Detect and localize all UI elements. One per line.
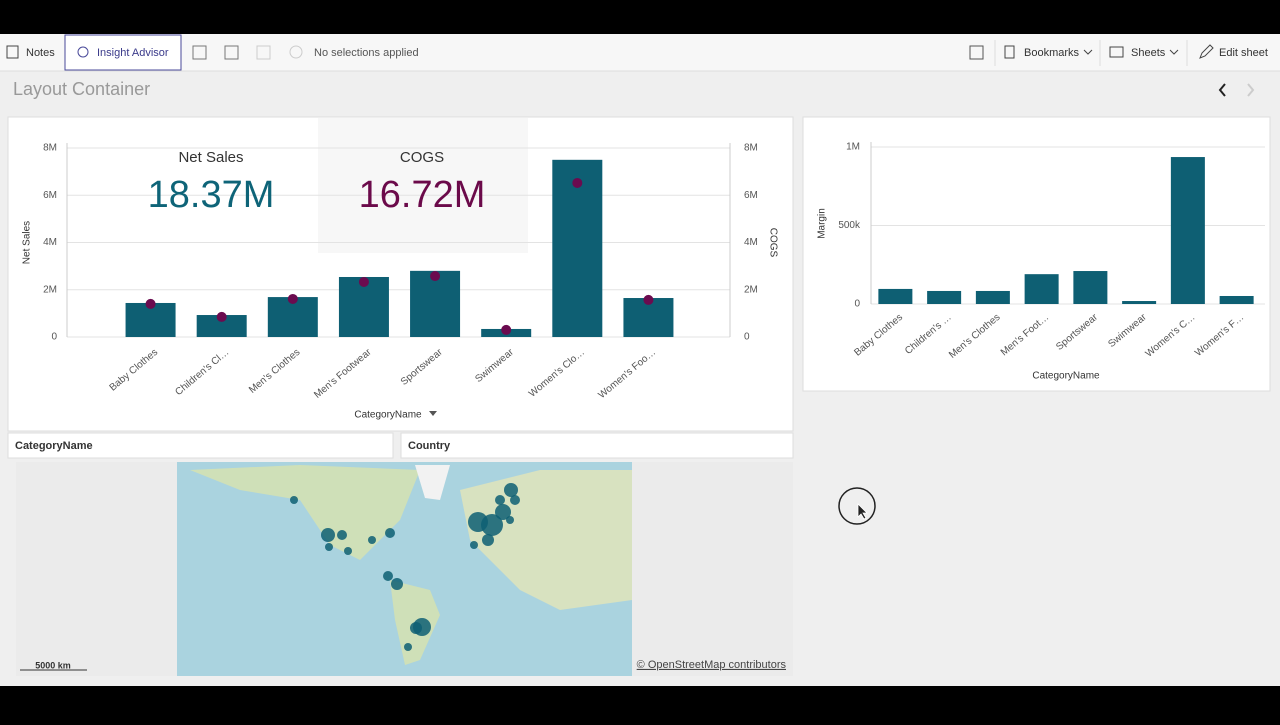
notes-icon[interactable] [6,45,19,59]
bar [410,270,461,337]
filter-pane[interactable] [400,432,794,459]
assets-toggle[interactable] [969,45,984,60]
bar [1073,271,1108,304]
clear-all[interactable] [289,45,303,59]
kpi-label: Net Sales [178,149,243,166]
y2-tick-label: 8M [744,143,758,154]
insight-icon [77,46,89,58]
x-axis-title[interactable]: CategoryName [354,410,422,421]
y2-tick-label: 0 [744,332,750,343]
cursor-highlight [838,487,876,525]
marker [572,177,583,188]
bar [338,276,389,337]
sheets-icon[interactable] [1109,46,1124,58]
dropdown-icon[interactable] [429,411,437,416]
marker [145,298,156,309]
sheet-title: Layout Container [13,79,150,99]
marker [643,294,654,305]
y-axis-title: Net Sales [22,221,33,264]
toolbar [0,34,1280,71]
north-america [190,465,420,560]
y-tick-label: 1M [846,142,860,153]
filter-pane[interactable] [7,432,394,459]
selections-status: No selections applied [314,47,419,59]
bottom-bar [0,686,1280,720]
insight-advisor-button[interactable] [64,34,182,71]
y2-tick-label: 6M [744,190,758,201]
y-tick-label: 4M [43,237,57,248]
map-attribution[interactable]: © OpenStreetMap contributors [637,659,787,671]
y2-tick-label: 4M [744,237,758,248]
step-back[interactable] [256,45,271,60]
marker [287,293,298,304]
bar [1219,295,1254,304]
bookmark-icon[interactable] [1004,45,1015,59]
bar [196,315,247,337]
bar [1170,157,1205,304]
kpi-value: 16.72M [359,174,486,216]
marker [430,271,441,282]
y-tick-label: 6M [43,190,57,201]
y2-tick-label: 2M [744,284,758,295]
kpi-label: COGS [400,149,444,166]
y-tick-label: 8M [43,143,57,154]
y-tick-label: 0 [51,332,57,343]
marker [358,276,369,287]
top-bar [0,0,1280,34]
edit-sheet-button[interactable]: Edit sheet [1219,47,1268,59]
y-tick-label: 2M [43,284,57,295]
previous-sheet[interactable] [1218,83,1226,97]
insight-advisor-label[interactable]: Insight Advisor [97,47,169,59]
marker [216,311,227,322]
bar [1122,301,1157,304]
kpi-value: 18.37M [148,174,275,216]
greenland [415,465,450,500]
bar [927,290,962,304]
bookmarks-button[interactable]: Bookmarks [1024,47,1080,59]
sheets-button[interactable]: Sheets [1131,47,1166,59]
next-sheet[interactable] [1247,83,1255,97]
filter-title[interactable]: Country [408,440,451,452]
bar [975,290,1010,304]
x-axis-title: CategoryName [1032,371,1100,382]
selection-tool[interactable] [224,45,239,60]
y2-axis-title: COGS [767,228,778,258]
y-tick-label: 500k [838,220,861,231]
kpi-highlight [318,118,528,253]
cursor [857,503,868,520]
bar [878,288,913,304]
notes-button[interactable]: Notes [26,47,55,59]
map-points [290,483,520,651]
y-tick-label: 0 [854,299,860,310]
marker [501,324,512,335]
bar [1024,274,1059,304]
smart-search[interactable] [192,45,207,60]
map-scale: 5000 km [35,660,71,670]
filter-title[interactable]: CategoryName [15,440,93,452]
edit-icon[interactable] [1199,44,1214,59]
y-axis-title: Margin [817,208,828,239]
bar [552,159,603,337]
